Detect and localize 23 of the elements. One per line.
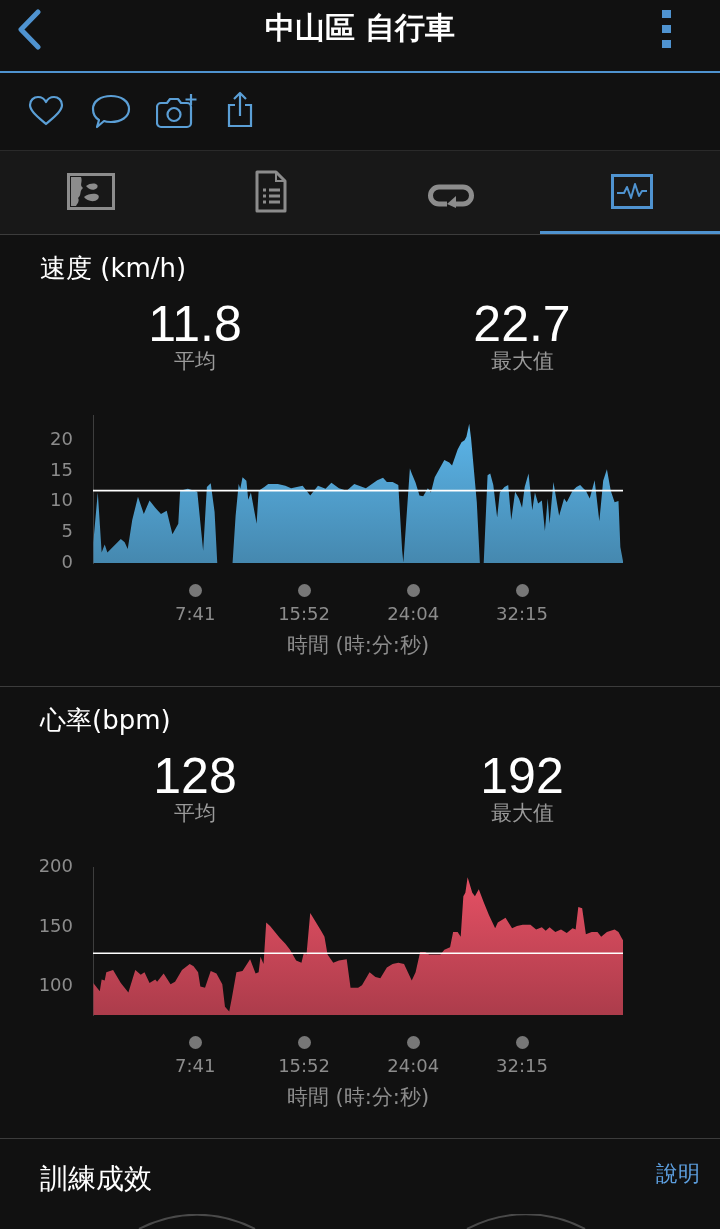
x-tick-label: 15:52 bbox=[278, 603, 331, 625]
x-tick-label: 7:41 bbox=[175, 1055, 216, 1077]
x-tick-label: 7:41 bbox=[175, 603, 216, 625]
x-axis-title: 時間 (時:分:秒) bbox=[286, 1084, 430, 1109]
y-tick-label: 0 bbox=[61, 550, 73, 572]
y-tick-label: 15 bbox=[50, 458, 73, 480]
x-tick-label: 24:04 bbox=[387, 1055, 440, 1077]
x-tick-label: 32:15 bbox=[496, 1055, 548, 1077]
x-tick-label: 24:04 bbox=[387, 603, 440, 625]
text: 中山區 自行車 bbox=[264, 9, 456, 47]
x-tick-label: 32:15 bbox=[496, 603, 548, 625]
y-tick-label: 20 bbox=[50, 428, 73, 450]
y-tick-label: 5 bbox=[61, 520, 73, 542]
text: 說明 bbox=[656, 1160, 700, 1188]
y-tick-label: 100 bbox=[38, 974, 73, 996]
y-tick-label: 10 bbox=[50, 489, 73, 511]
chart-title: 心率(bpm) bbox=[40, 704, 171, 737]
y-tick-label: 200 bbox=[38, 855, 73, 877]
y-tick-label: 150 bbox=[38, 914, 73, 936]
x-tick-label: 15:52 bbox=[278, 1055, 331, 1077]
chart-title: 速度 (km/h) bbox=[40, 252, 187, 285]
x-axis-title: 時間 (時:分:秒) bbox=[286, 632, 430, 657]
text: 訓練成效 bbox=[40, 1161, 152, 1197]
